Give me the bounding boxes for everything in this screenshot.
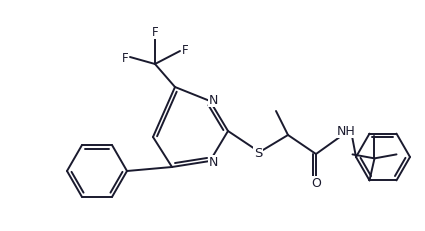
Text: N: N — [208, 94, 218, 107]
Text: NH: NH — [337, 125, 355, 138]
Text: N: N — [208, 156, 218, 169]
Text: F: F — [122, 51, 128, 64]
Text: O: O — [311, 177, 321, 190]
Text: S: S — [254, 147, 262, 160]
Text: F: F — [181, 43, 188, 56]
Text: F: F — [152, 26, 158, 39]
